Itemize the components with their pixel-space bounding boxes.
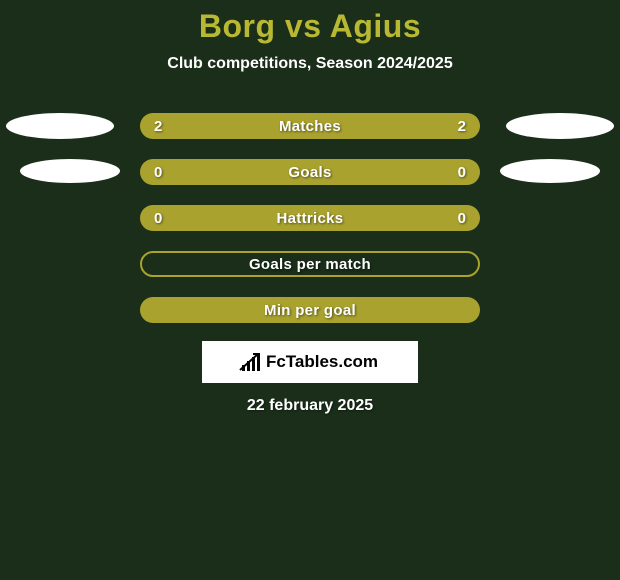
stat-left-value: 0	[154, 210, 162, 227]
stat-label: Hattricks	[277, 210, 344, 227]
footer-date: 22 february 2025	[0, 397, 620, 415]
stat-row: Min per goal	[0, 287, 620, 333]
stat-pill-goals: 0 Goals 0	[140, 159, 480, 185]
stat-row: 0 Goals 0	[0, 149, 620, 195]
stat-right-value: 2	[458, 118, 466, 135]
stat-row: 0 Hattricks 0	[0, 195, 620, 241]
stat-row: Goals per match	[0, 241, 620, 287]
page-title: Borg vs Agius	[0, 8, 620, 45]
stat-label: Goals	[288, 164, 331, 181]
brand-text: FcTables.com	[266, 352, 378, 372]
stat-left-value: 0	[154, 164, 162, 181]
comparison-card: Borg vs Agius Club competitions, Season …	[0, 0, 620, 415]
stat-pill-goals-per-match: Goals per match	[140, 251, 480, 277]
stat-right-value: 0	[458, 210, 466, 227]
brand-badge: FcTables.com	[202, 341, 418, 383]
stat-row: 2 Matches 2	[0, 103, 620, 149]
stat-right-value: 0	[458, 164, 466, 181]
stat-pill-hattricks: 0 Hattricks 0	[140, 205, 480, 231]
stat-label: Goals per match	[249, 256, 371, 273]
page-subtitle: Club competitions, Season 2024/2025	[0, 55, 620, 73]
bar-chart-icon	[242, 353, 260, 371]
stat-label: Min per goal	[264, 302, 356, 319]
stat-left-value: 2	[154, 118, 162, 135]
stat-label: Matches	[279, 118, 341, 135]
stat-pill-min-per-goal: Min per goal	[140, 297, 480, 323]
stat-pill-matches: 2 Matches 2	[140, 113, 480, 139]
stats-block: 2 Matches 2 0 Goals 0 0 Hattricks 0 Goal…	[0, 103, 620, 333]
